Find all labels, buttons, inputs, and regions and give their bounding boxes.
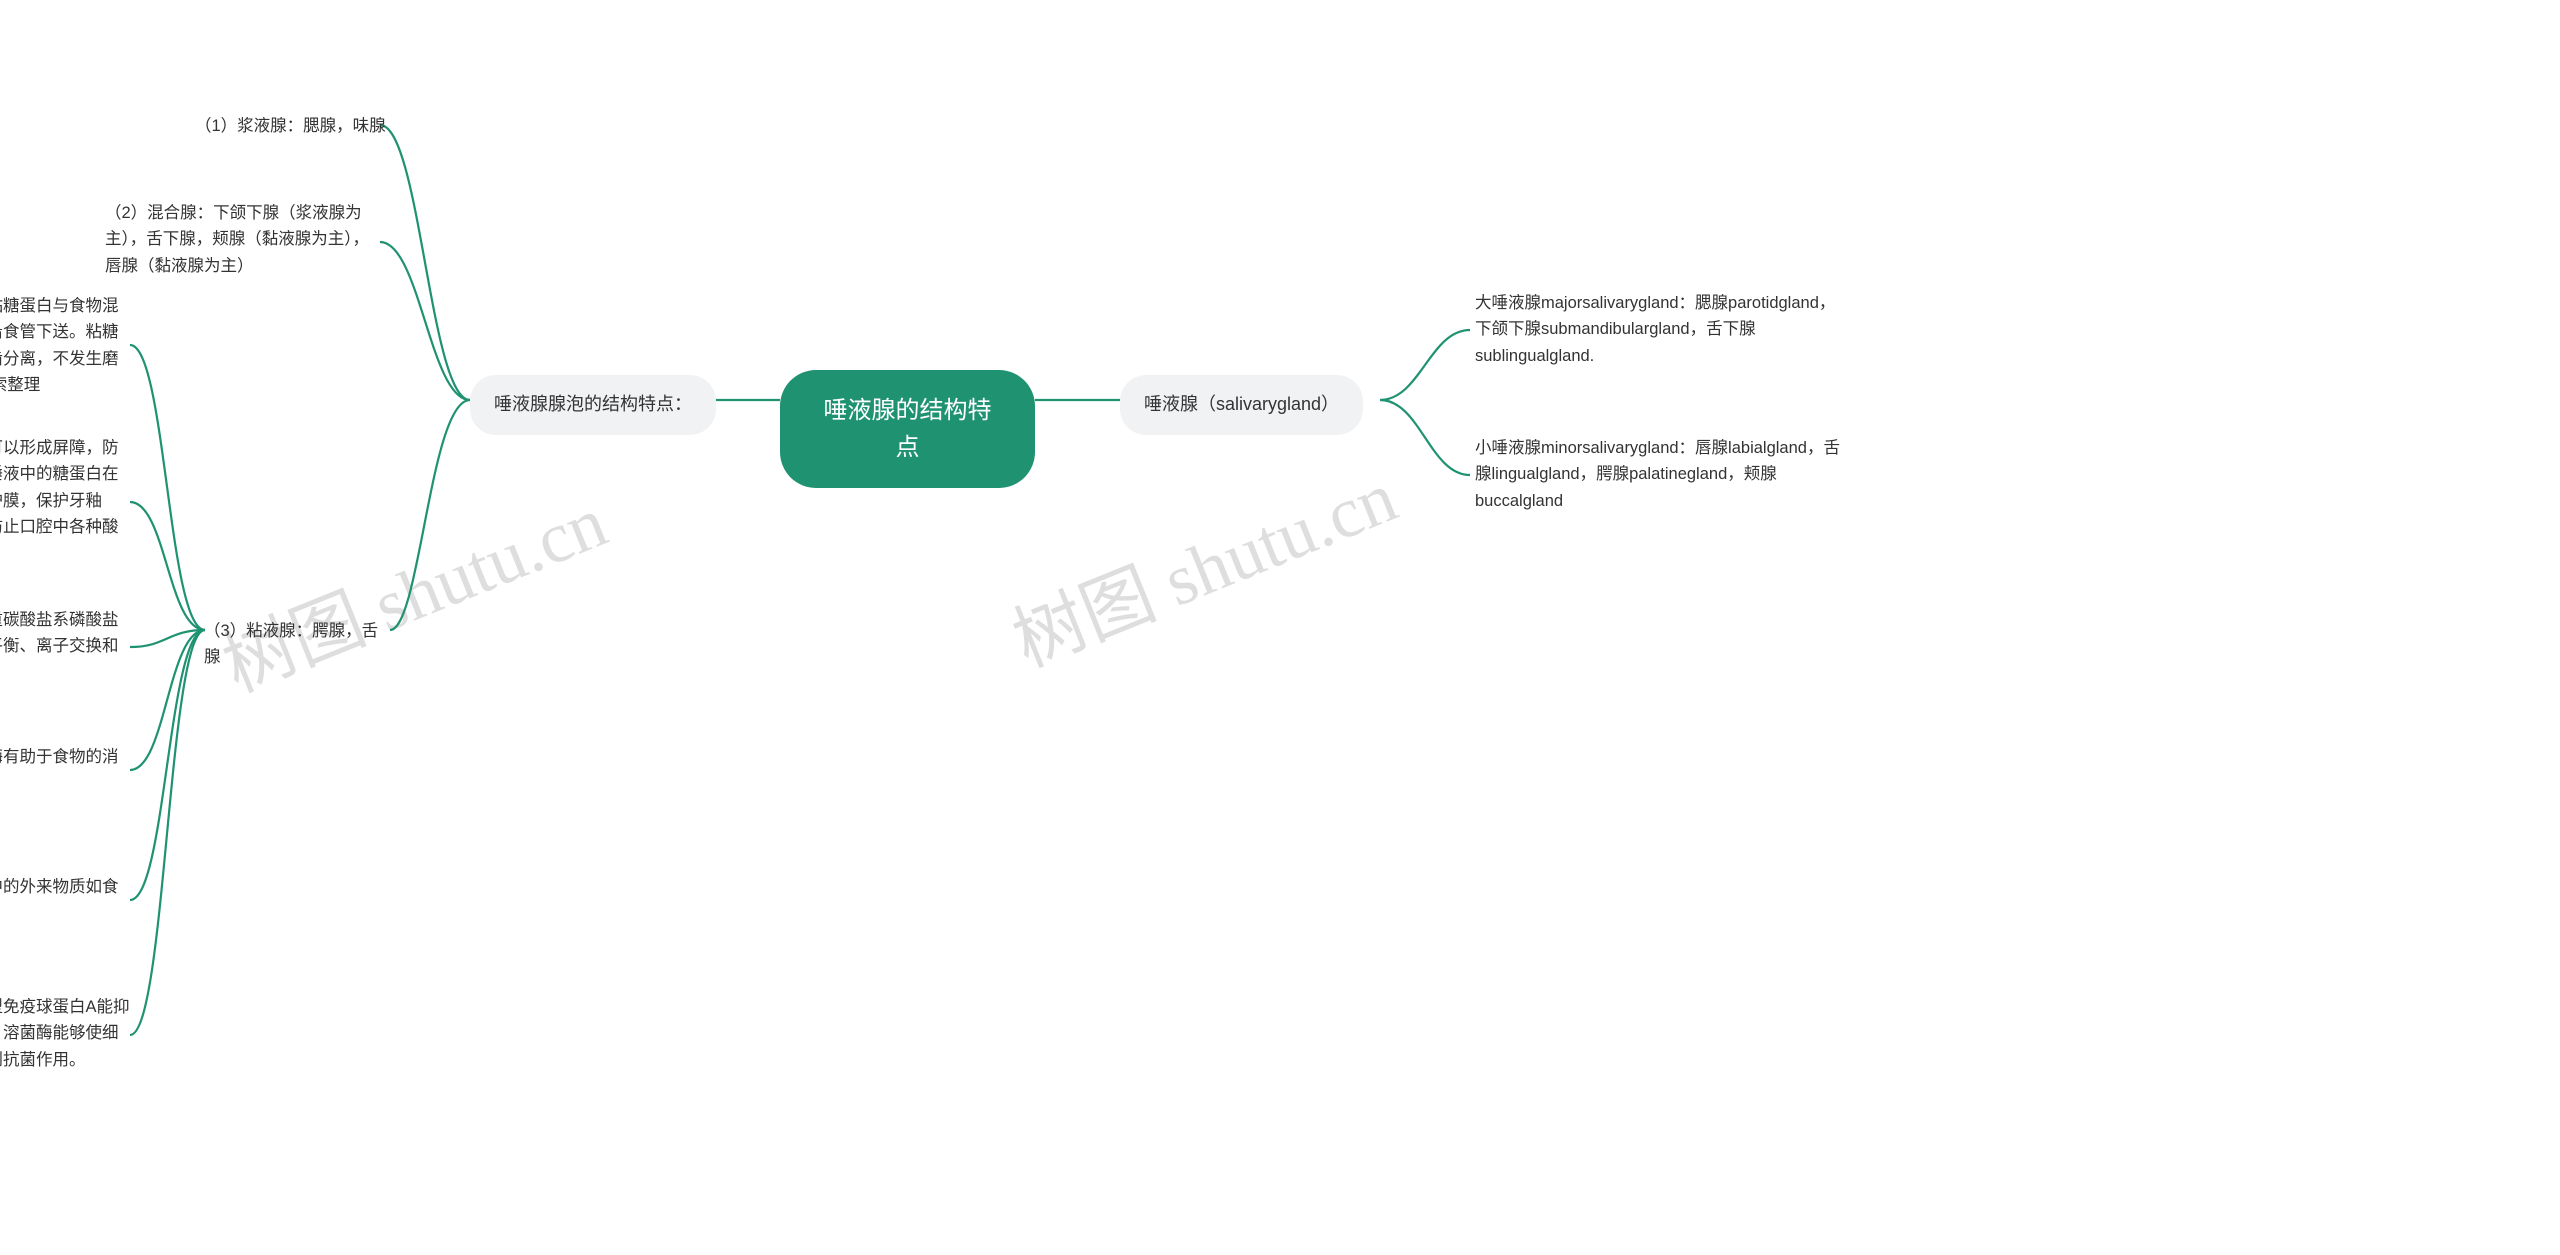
left-child-0: （1）浆液腺：腮腺，味腺 xyxy=(195,113,390,139)
left-grandchild-1: 保护作用：唾液在口腔中可以形成屏障，防止致癌物透过口腔粘膜。唾液中的糖蛋白在牙面… xyxy=(0,435,130,567)
left-grandchild-3: 消化作用：唾液中的淀粉酶有助于食物的消化。 xyxy=(0,744,130,797)
watermark: 树图 shutu.cn xyxy=(205,463,619,712)
left-branch-label[interactable]: 唾液腺腺泡的结构特点： xyxy=(470,375,716,435)
left-grandchild-5: 抗菌作用：唾液中的分泌型免疫球蛋白A能抑制细菌附着或抑制其活动。溶菌酶能够使细菌… xyxy=(0,994,130,1073)
left-child-2: （3）粘液腺：腭腺，舌腺 xyxy=(204,618,394,671)
right-leaf-1: 小唾液腺minorsalivarygland：唇腺labialgland，舌腺l… xyxy=(1475,435,1840,514)
right-leaf-0: 大唾液腺majorsalivarygland：腮腺parotidgland，下颌… xyxy=(1475,290,1840,369)
root-node[interactable]: 唾液腺的结构特点 xyxy=(780,370,1035,488)
right-branch-label[interactable]: 唾液腺（salivarygland） xyxy=(1120,375,1363,435)
watermark: 树图 shutu.cn xyxy=(995,438,1409,687)
left-child-1: （2）混合腺：下颌下腺（浆液腺为主），舌下腺，颊腺（黏液腺为主），唇腺（黏液腺为… xyxy=(105,200,385,279)
left-grandchild-2: 缓冲作用：唾液中所含的重碳酸盐系磷酸盐和蛋白质，具有调节酸碱平衡、离子交换和渗透… xyxy=(0,607,130,686)
left-grandchild-0: 唾液的功能：润滑作用：粘糖蛋白与食物混合为光滑的团块，有助于沿食管下送。粘糖蛋白… xyxy=(0,293,130,399)
left-grandchild-4: 清洁作用：唾液能将口腔中的外来物质如食物残渣冲洗出去。 xyxy=(0,874,130,927)
